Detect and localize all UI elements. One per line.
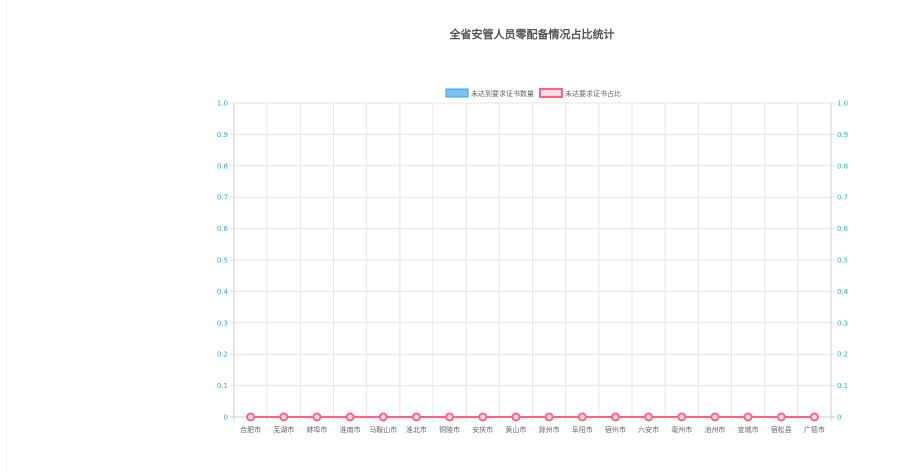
line-point <box>411 412 421 422</box>
y-tick-label-left: 0 <box>224 414 228 422</box>
x-tick-label: 阜阳市 <box>572 425 593 434</box>
x-tick-label: 宣城市 <box>738 425 759 434</box>
y-tick-label-left: 0.8 <box>217 162 228 170</box>
y-tick-label-left: 1.0 <box>217 100 228 108</box>
x-tick-label: 池州市 <box>704 425 725 434</box>
y-tick-label-right: 0 <box>837 414 841 422</box>
line-point <box>710 412 720 422</box>
x-tick-label: 芜湖市 <box>273 425 294 434</box>
line-point <box>312 412 322 422</box>
y-tick-label-left: 0.2 <box>217 351 228 359</box>
y-tick-label-right: 0.9 <box>837 131 848 139</box>
y-tick-label-right: 0.4 <box>837 288 849 296</box>
y-tick-label-left: 0.7 <box>217 194 228 202</box>
x-tick-label: 马鞍山市 <box>369 425 397 434</box>
y-tick-label-right: 0.8 <box>837 162 848 170</box>
line-point <box>743 412 753 422</box>
line-point <box>445 412 455 422</box>
y-tick-label-right: 0.2 <box>837 351 848 359</box>
x-tick-label: 亳州市 <box>671 425 692 434</box>
x-tick-label: 安庆市 <box>472 425 493 434</box>
left-border <box>6 0 7 472</box>
line-point <box>677 412 687 422</box>
legend: 未达到要求证书数量 未达要求证书占比 <box>445 88 621 98</box>
y-tick-label-left: 0.9 <box>217 131 228 139</box>
x-tick-label: 淮南市 <box>340 425 361 434</box>
line-point <box>544 412 554 422</box>
y-tick-label-right: 0.3 <box>837 319 848 327</box>
y-tick-label-right: 1.0 <box>837 100 848 108</box>
line-point <box>378 412 388 422</box>
x-tick-label: 滁州市 <box>539 425 560 434</box>
series <box>246 412 819 422</box>
axes: 0 0.1 0.2 0.3 0.4 0.5 0.6 0.7 0.8 0.9 1.0 0 0.1 0.2 0.… <box>217 100 849 435</box>
y-tick-label-left: 0.5 <box>217 257 228 265</box>
line-point <box>776 412 786 422</box>
line-point <box>478 412 488 422</box>
chart-title: 全省安管人员零配备情况占比统计 <box>449 27 615 41</box>
x-tick-label: 六安市 <box>638 425 659 434</box>
legend-item-bar[interactable]: 未达到要求证书数量 <box>445 88 534 98</box>
y-tick-label-left: 0.6 <box>217 225 229 233</box>
legend-label-line: 未达要求证书占比 <box>565 89 621 98</box>
line-point <box>577 412 587 422</box>
line-point <box>246 412 256 422</box>
y-tick-label-right: 0.5 <box>837 257 848 265</box>
grid <box>230 102 835 421</box>
x-tick-label: 宿州市 <box>605 425 626 434</box>
y-tick-label-right: 0.1 <box>837 382 848 390</box>
x-tick-label: 淮北市 <box>406 425 427 434</box>
line-point <box>511 412 521 422</box>
x-tick-label: 黄山市 <box>505 425 526 434</box>
legend-item-line[interactable]: 未达要求证书占比 <box>539 88 621 98</box>
line-point <box>345 412 355 422</box>
y-tick-label-left: 0.3 <box>217 319 228 327</box>
x-tick-label: 铜陵市 <box>439 425 460 434</box>
y-tick-label-right: 0.6 <box>837 225 849 233</box>
legend-swatch-bar <box>445 88 469 98</box>
x-tick-label: 合肥市 <box>240 425 261 434</box>
x-tick-label: 广德市 <box>804 425 825 434</box>
y-tick-label-left: 0.1 <box>217 382 228 390</box>
y-tick-label-left: 0.4 <box>217 288 229 296</box>
legend-swatch-line <box>539 88 563 98</box>
line-point <box>279 412 289 422</box>
line-point <box>644 412 654 422</box>
x-tick-label: 宿松县 <box>771 425 792 434</box>
legend-label-bar: 未达到要求证书数量 <box>471 89 534 98</box>
x-tick-label: 蚌埠市 <box>306 425 327 434</box>
y-tick-label-right: 0.7 <box>837 194 848 202</box>
line-point <box>809 412 819 422</box>
line-point <box>610 412 620 422</box>
